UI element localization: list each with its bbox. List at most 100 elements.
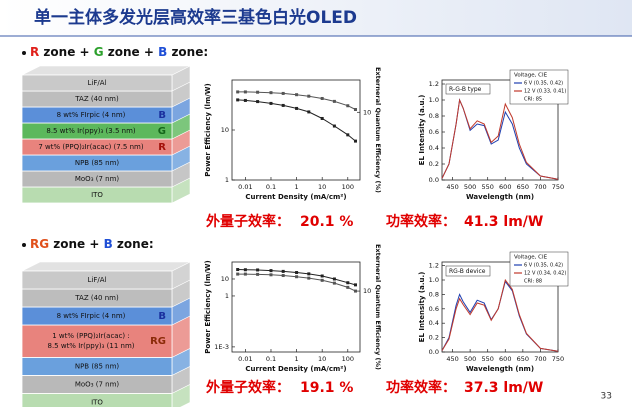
data-point [256,272,260,276]
data-point [256,90,260,94]
annotation: R-G-B type [449,86,482,93]
y-tick-label: 1.2 [429,262,439,270]
bullet [22,243,26,247]
x-tick-label: 650 [517,355,529,363]
x-axis-label: Current Density (mA/cm²) [245,193,346,201]
x-tick-label: 1 [295,183,299,191]
layer-top [21,261,191,272]
data-point [281,269,285,273]
title-band [0,0,632,36]
data-point [295,93,299,97]
layer-label: 8 wt% FIrpic (4 nm) [57,111,126,119]
annotation-box [445,83,491,95]
layer-tag: R [158,142,166,153]
data-point [269,101,273,105]
data-point [346,285,350,289]
x-tick-label: 600 [499,355,511,363]
legend-label: 6 V (0.35, 0.42) [524,81,563,87]
data-point [320,278,324,282]
x-tick-label: 700 [534,183,546,191]
x-tick-label: 550 [481,355,493,363]
data-point [307,272,311,276]
layer-label: NPB (85 nm) [75,159,120,167]
x-tick-label: 750 [552,355,564,363]
y-tick-label: 0.8 [429,112,439,120]
layer-label: ITO [91,398,103,406]
data-point [256,268,260,272]
y-tick-label: 0.8 [429,290,439,298]
y-tick-label: 0.2 [429,160,439,168]
bullet [22,51,26,55]
data-point [353,289,357,293]
data-point [295,106,299,110]
x-tick-label: 700 [534,355,546,363]
legend-note: CRI: 88 [524,279,542,285]
data-point [269,273,273,277]
data-point [295,275,299,279]
x-tick-label: 1 [295,355,299,363]
page-number: 33 [601,392,612,402]
heading-part: zone + [104,45,159,59]
layer-tag: RG [150,336,166,347]
data-point [281,91,285,95]
layer-label: 8.5 wt% Ir(ppy)₃ (3.5 nm) [46,127,136,135]
layer-tag: G [158,126,166,137]
y-tick-label: 10 [221,126,229,134]
eqe-label: 外量子效率： [206,213,290,230]
layer-top [21,65,191,76]
layer-label: LiF/Al [88,276,107,284]
data-point [346,104,350,108]
heading-part: zone + [49,237,104,251]
legend-label: 12 V (0.34, 0.42) [524,271,566,277]
x-tick-label: 750 [552,183,564,191]
layer-label: 1 wt% (PPQ)₂Ir(acac) : [52,332,130,340]
y-tick-label: 0.2 [429,334,439,342]
legend-label: 12 V (0.33, 0.41) [524,89,566,95]
x-tick-label: 0.01 [238,355,252,363]
data-point [320,96,324,100]
data-point [320,116,324,120]
x-axis-label: Wavelength (nm) [466,365,534,373]
data-point [281,274,285,278]
legend-box [509,251,569,287]
section-heading: RG zone + B zone: [30,237,154,251]
data-point [295,271,299,275]
data-point [243,272,247,276]
data-point [307,94,311,98]
data-point [243,268,247,272]
x-tick-label: 100 [342,183,354,191]
x-tick-label: 600 [499,183,511,191]
legend-label: 6 V (0.35, 0.42) [524,263,563,269]
data-point [332,277,336,281]
data-point [236,90,240,94]
data-point [346,281,350,285]
y2-axis-label: Externeral Quantum Efficiency (%) [374,67,382,193]
pe-label: 功率效率： [386,213,456,230]
heading-part: zone + [39,45,94,59]
y-axis-label: Power Efficiency (lm/W) [204,260,212,353]
y-axis-label: Power Efficiency (lm/W) [204,83,212,176]
layer-label: 8.5 wt% Ir(ppy)₃ (11 nm) [47,342,134,350]
section-heading: R zone + G zone + B zone: [30,45,208,59]
data-point [332,281,336,285]
x-tick-label: 500 [464,183,476,191]
layer-label: MoO₃ (7 nm) [75,380,120,388]
data-point [243,90,247,94]
pe-value: 41.3 lm/W [464,214,543,230]
layer-label: 7 wt% (PPQ)₂Ir(acac) (7.5 nm) [38,143,143,151]
x-axis-label: Current Density (mA/cm²) [245,365,346,373]
y-tick-label: 1.2 [429,80,439,88]
y-tick-label: 1 [225,176,229,184]
layer-label: NPB (85 nm) [75,362,120,370]
y-tick-label: 1.0 [429,96,439,104]
series-line [441,98,559,180]
data-point [243,98,247,102]
data-point [346,133,350,137]
data-point [236,268,240,272]
x-tick-label: 450 [446,355,458,363]
data-point [256,100,260,104]
layer-label: LiF/Al [88,79,107,87]
x-tick-label: 100 [342,355,354,363]
data-point [236,98,240,102]
